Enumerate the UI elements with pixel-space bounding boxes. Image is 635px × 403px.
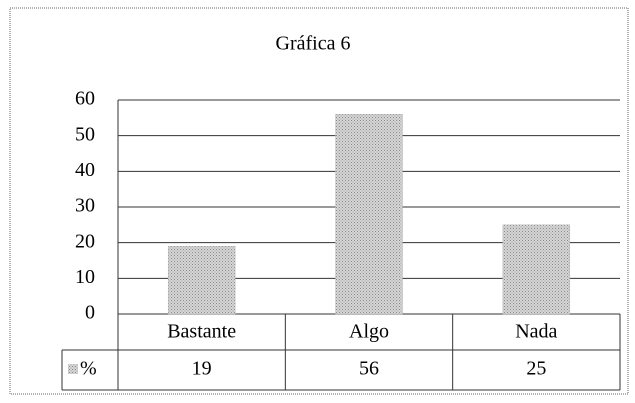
y-tick-label: 10 [75, 266, 95, 288]
y-tick-label: 30 [75, 195, 95, 217]
table-value: 56 [359, 358, 379, 380]
x-tick-label: Nada [515, 321, 557, 343]
bar [335, 114, 403, 315]
y-tick-label: 20 [75, 230, 95, 252]
chart-title: Gráfica 6 [276, 33, 351, 55]
x-tick-label: Algo [349, 321, 389, 343]
table-value: 25 [526, 358, 546, 380]
y-tick-label: 50 [75, 123, 95, 145]
bar [167, 245, 236, 315]
legend-label: % [80, 358, 97, 380]
data-table [61, 100, 621, 391]
y-tick-label: 40 [75, 159, 95, 181]
legend-swatch [68, 364, 78, 374]
y-tick-label: 0 [85, 302, 95, 324]
chart-border [9, 7, 629, 395]
bar [502, 224, 571, 315]
y-tick-label: 60 [75, 88, 95, 110]
table-value: 19 [192, 358, 212, 380]
x-tick-label: Bastante [167, 321, 236, 343]
